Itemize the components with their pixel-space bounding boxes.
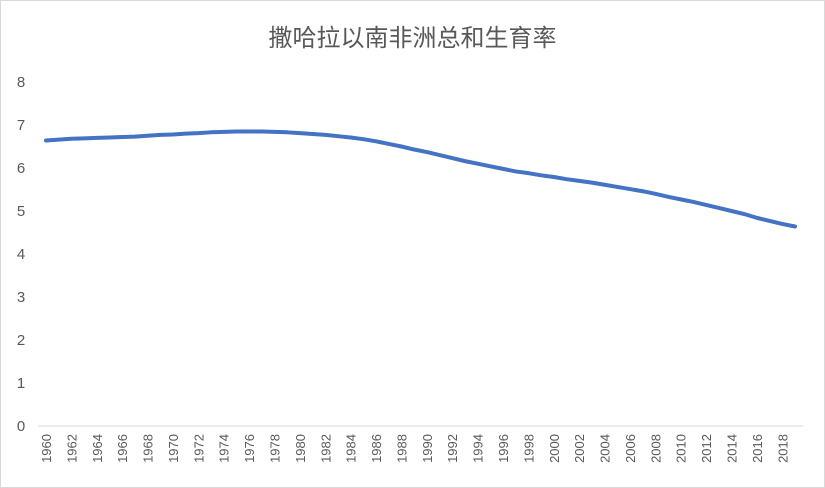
y-tick-label: 4 [17,246,25,263]
x-tick-label: 2018 [775,434,790,463]
x-tick-label: 1986 [369,434,384,463]
x-tick-label: 1992 [445,434,460,463]
x-tick-label: 1984 [344,434,359,463]
y-tick-label: 5 [17,203,25,220]
x-tick-label: 2000 [547,434,562,463]
y-tick-label: 3 [17,289,25,306]
x-tick-label: 1972 [191,434,206,463]
x-tick-label: 1962 [64,434,79,463]
y-axis: 0 1 2 3 4 5 6 7 8 [17,74,25,435]
series-layer [44,129,797,229]
y-tick-label: 0 [17,418,25,435]
x-tick-label: 1968 [141,434,156,463]
y-tick-label: 2 [17,332,25,349]
x-tick-label: 2006 [623,434,638,463]
series-line-0 [44,129,797,229]
x-tick-label: 1996 [496,434,511,463]
y-tick-label: 6 [17,160,25,177]
x-tick-label: 1978 [268,434,283,463]
x-tick-label: 2008 [648,434,663,463]
chart-title: 撒哈拉以南非洲总和生育率 [268,24,557,52]
x-tick-label: 1960 [39,434,54,463]
x-tick-label: 1964 [90,434,105,463]
x-tick-label: 1994 [471,434,486,463]
y-tick-label: 7 [17,117,25,134]
x-tick-label: 2002 [572,434,587,463]
x-tick-label: 1998 [521,434,536,463]
y-tick-label: 1 [17,375,25,392]
x-tick-label: 1988 [394,434,409,463]
x-tick-label: 2004 [598,434,613,463]
x-tick-label: 1970 [166,434,181,463]
x-tick-label: 2012 [699,434,714,463]
x-tick-label: 1976 [242,434,257,463]
x-tick-label: 1990 [420,434,435,463]
x-tick-label: 2016 [750,434,765,463]
y-tick-label: 8 [17,74,25,91]
x-tick-label: 1974 [217,434,232,463]
x-tick-label: 2010 [674,434,689,463]
x-tick-label: 1982 [318,434,333,463]
x-axis: 1960 1962 1964 1966 1968 1970 1972 1974 1976 1978… [39,434,790,463]
x-tick-label: 2014 [725,434,740,463]
x-tick-label: 1966 [115,434,130,463]
x-tick-label: 1980 [293,434,308,463]
